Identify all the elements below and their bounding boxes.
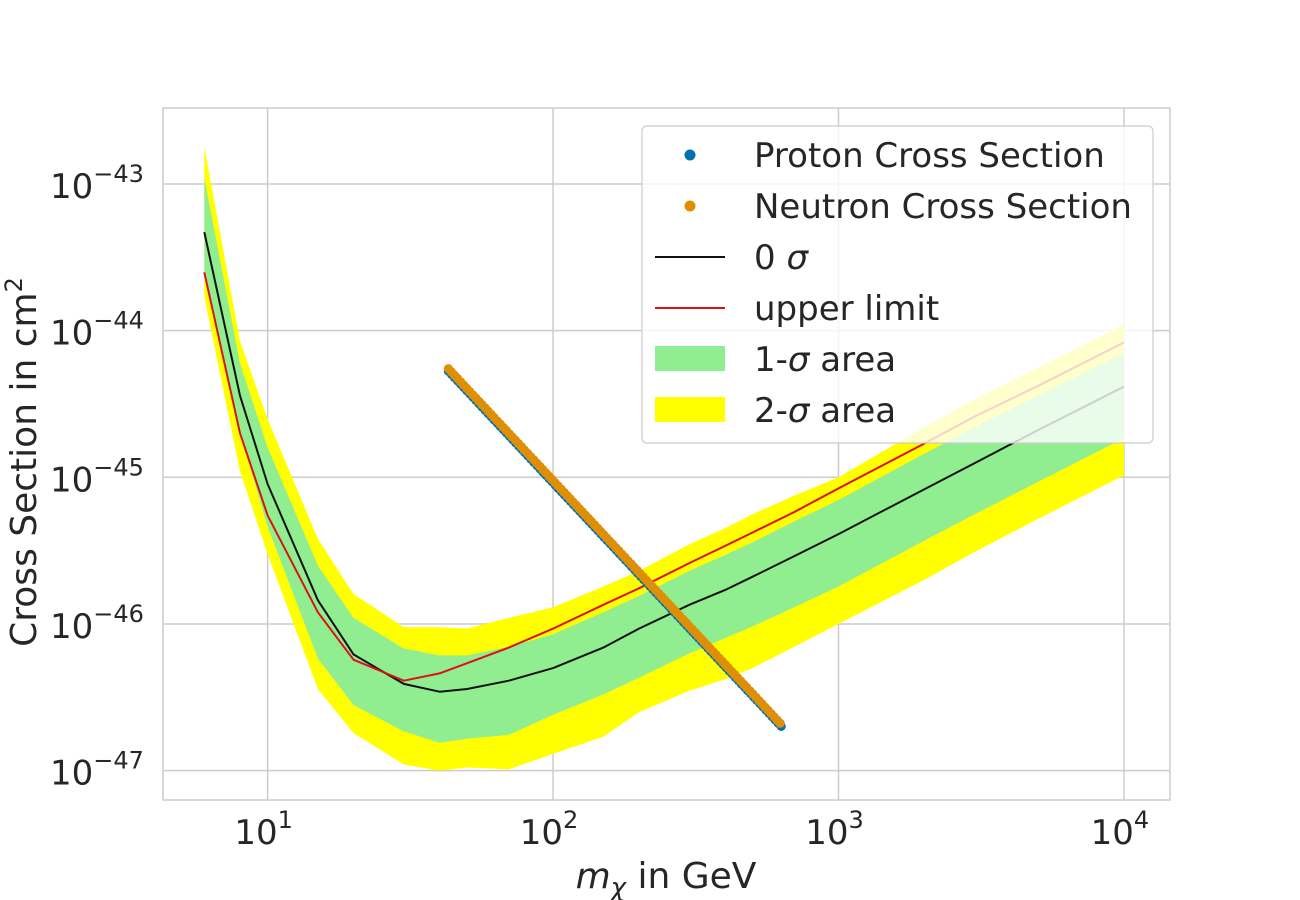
legend-marker [684, 200, 696, 212]
sigma-bands [204, 146, 1124, 771]
legend-label: upper limit [754, 289, 939, 329]
x-tick-label: 101 [234, 806, 293, 853]
y-tick-label: 10−47 [50, 747, 144, 794]
legend-patch-swatch [655, 397, 725, 422]
legend-entry: 2-σ area [655, 391, 896, 431]
cross-section-points [443, 364, 786, 732]
legend: Proton Cross Section Neutron Cross Sectio… [641, 125, 1154, 444]
limit-lines [203, 231, 1125, 693]
legend-frame [641, 125, 1154, 444]
y-tick-label: 10−44 [50, 307, 144, 354]
neutron-point [775, 718, 785, 728]
legend-entry: Proton Cross Section [684, 136, 1105, 176]
y-tick-label: 10−46 [50, 600, 144, 647]
legend-entry: 1-σ area [655, 340, 896, 380]
legend-label: Proton Cross Section [754, 136, 1105, 176]
x-tick-label: 102 [520, 806, 579, 853]
legend-label: 0 σ [754, 238, 809, 278]
plot-frame [162, 107, 1171, 801]
legend-label: 1-σ area [754, 340, 896, 380]
legend-label: Neutron Cross Section [754, 187, 1132, 227]
x-tick-label: 104 [1091, 806, 1150, 853]
legend-entry: 0 σ [655, 238, 809, 278]
1-area-band [204, 178, 1124, 743]
legend-label: 2-σ area [754, 391, 896, 431]
legend-entry: Neutron Cross Section [684, 187, 1132, 227]
y-tick-labels: 10−43 10−44 10−45 10−46 10−47 [50, 160, 144, 794]
y-axis-label: Cross Section in cm2 [0, 277, 45, 647]
x-axis-label: mχ in GeV [576, 856, 757, 900]
x-tick-label: 103 [805, 806, 864, 853]
legend-patch-swatch [655, 346, 725, 371]
legend-entry: upper limit [655, 289, 939, 329]
zero-sigma-line [203, 231, 1125, 693]
upper-limit-line [203, 272, 1125, 682]
x-tick-labels: 101 102 103 104 [234, 806, 1149, 853]
legend-marker [684, 149, 696, 161]
y-tick-label: 10−45 [50, 453, 144, 500]
y-tick-label: 10−43 [50, 160, 144, 207]
